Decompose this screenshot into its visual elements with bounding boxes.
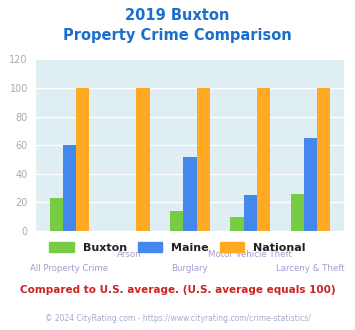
Text: Property Crime Comparison: Property Crime Comparison: [63, 28, 292, 43]
Text: 2019 Buxton: 2019 Buxton: [125, 8, 230, 23]
Bar: [197, 88, 210, 231]
Bar: [63, 145, 76, 231]
Text: All Property Crime: All Property Crime: [31, 264, 109, 273]
Text: Arson: Arson: [118, 250, 142, 259]
Text: Compared to U.S. average. (U.S. average equals 100): Compared to U.S. average. (U.S. average …: [20, 285, 335, 295]
Bar: [244, 195, 257, 231]
Bar: [230, 217, 244, 231]
Bar: [170, 211, 183, 231]
Bar: [50, 198, 63, 231]
Bar: [257, 88, 270, 231]
Text: Motor Vehicle Theft: Motor Vehicle Theft: [208, 250, 292, 259]
Bar: [76, 88, 89, 231]
Bar: [136, 88, 149, 231]
Text: Larceny & Theft: Larceny & Theft: [276, 264, 345, 273]
Text: © 2024 CityRating.com - https://www.cityrating.com/crime-statistics/: © 2024 CityRating.com - https://www.city…: [45, 314, 310, 323]
Bar: [183, 157, 197, 231]
Bar: [317, 88, 330, 231]
Legend: Buxton, Maine, National: Buxton, Maine, National: [49, 242, 306, 253]
Bar: [304, 138, 317, 231]
Text: Burglary: Burglary: [171, 264, 208, 273]
Bar: [290, 194, 304, 231]
